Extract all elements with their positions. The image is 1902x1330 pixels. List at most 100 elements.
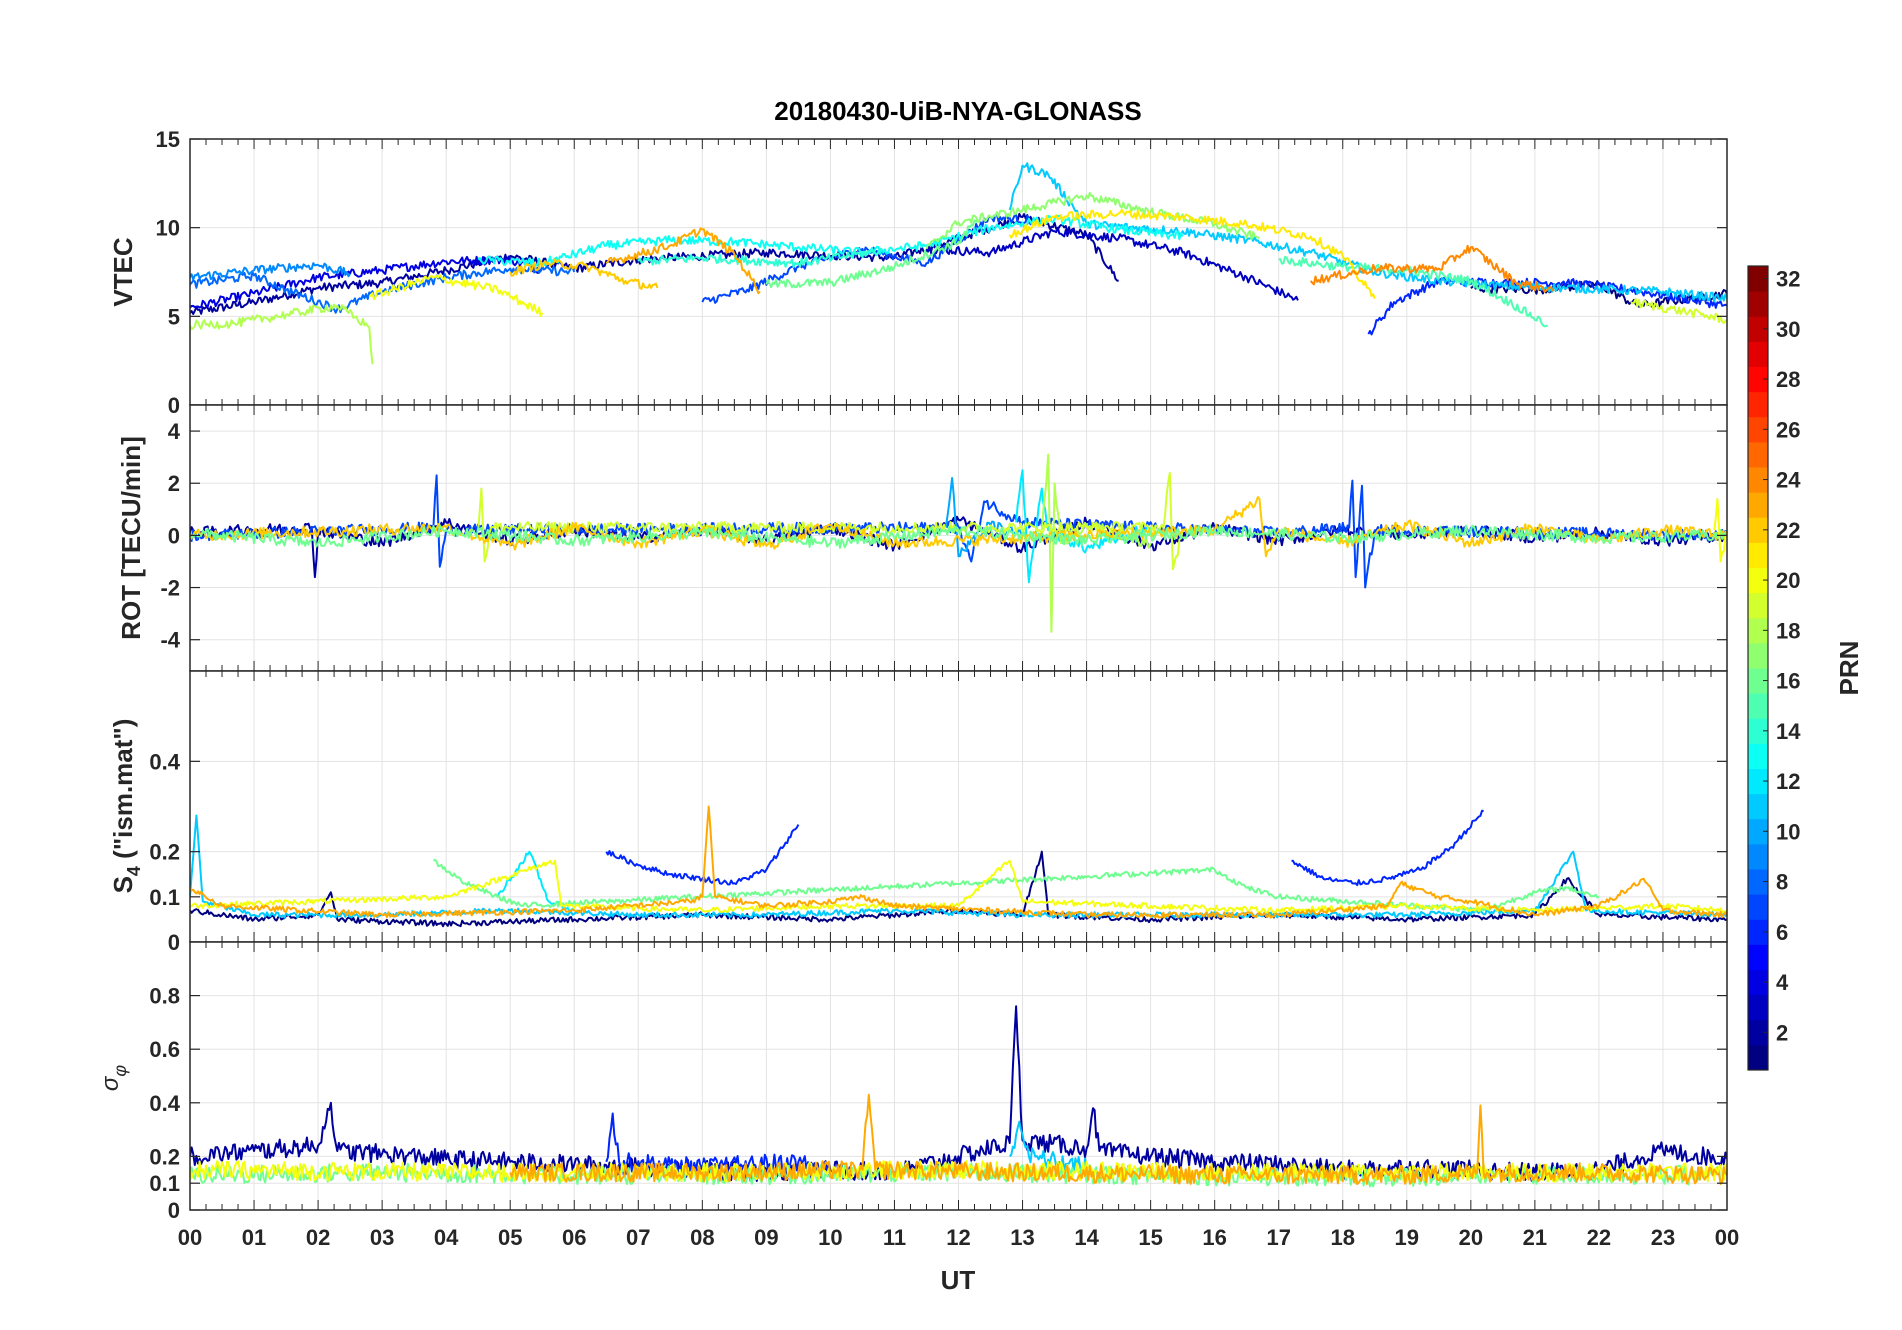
colorbar-cell bbox=[1748, 517, 1768, 543]
panel-sigma: 00.10.2 0.4 0.6 0.8 σφ bbox=[97, 941, 1728, 1223]
series-line-prn-14 bbox=[637, 247, 883, 268]
colorbar-tick-label: 4 bbox=[1776, 970, 1789, 995]
colorbar-cell bbox=[1748, 291, 1768, 317]
colorbar-tick-label: 28 bbox=[1776, 367, 1800, 392]
x-tick-label: 07 bbox=[626, 1225, 650, 1250]
colorbar-cell bbox=[1748, 316, 1768, 342]
x-tick-label: 16 bbox=[1202, 1225, 1226, 1250]
x-tick-label: 00 bbox=[178, 1225, 202, 1250]
colorbar-tick-label: 26 bbox=[1776, 417, 1800, 442]
colorbar-cell bbox=[1748, 567, 1768, 594]
y-tick-label: 0 bbox=[168, 1198, 180, 1223]
series-line-prn-20 bbox=[1713, 497, 1727, 563]
colorbar-cell bbox=[1748, 969, 1768, 996]
colorbar-cell bbox=[1748, 793, 1768, 820]
series-line-prn-19 bbox=[1630, 297, 1727, 324]
series-line-prn-22 bbox=[509, 258, 659, 290]
chart-title: 20180430-UiB-NYA-GLONASS bbox=[774, 96, 1142, 126]
colorbar-tick-label: 2 bbox=[1776, 1020, 1788, 1045]
x-tick-label: 01 bbox=[242, 1225, 266, 1250]
colorbar-cell bbox=[1748, 944, 1768, 970]
y-tick-label: 10 bbox=[156, 216, 180, 241]
panel-s4-ylabel-sub: 4 bbox=[124, 866, 144, 876]
panel-sigma-series bbox=[190, 1005, 1727, 1188]
y-tick-label: 0.2 bbox=[149, 840, 180, 865]
x-tick-label: 00 bbox=[1715, 1225, 1739, 1250]
colorbar-cell bbox=[1748, 467, 1768, 493]
colorbar-tick-label: 8 bbox=[1776, 870, 1788, 895]
colorbar-tick-label: 18 bbox=[1776, 618, 1800, 643]
x-tick-label: 21 bbox=[1523, 1225, 1547, 1250]
colorbar-cell bbox=[1748, 818, 1768, 845]
x-tick-label: 09 bbox=[754, 1225, 778, 1250]
x-tick-label: 08 bbox=[690, 1225, 714, 1250]
x-axis-ticks: 00 01 02 03 04 05 06 07 08 09 10 11 12 13 14 15 16 17 18 19… bbox=[178, 1225, 1739, 1250]
series-line-prn-23 bbox=[509, 1093, 1727, 1186]
y-tick-label: 0 bbox=[168, 393, 180, 418]
x-tick-label: 04 bbox=[434, 1225, 459, 1250]
x-tick-label: 23 bbox=[1651, 1225, 1675, 1250]
x-tick-label: 06 bbox=[562, 1225, 586, 1250]
series-line-prn-16 bbox=[765, 218, 979, 289]
colorbar-label: PRN bbox=[1834, 641, 1864, 696]
colorbar-tick-label: 30 bbox=[1776, 317, 1800, 342]
colorbar-cells bbox=[1748, 266, 1768, 1071]
y-tick-label: 15 bbox=[156, 127, 180, 152]
colorbar-cell bbox=[1748, 592, 1768, 619]
colorbar-tick-label: 22 bbox=[1776, 518, 1800, 543]
x-tick-label: 19 bbox=[1395, 1225, 1419, 1250]
x-tick-label: 20 bbox=[1459, 1225, 1483, 1250]
colorbar-cell bbox=[1748, 668, 1768, 694]
panel-s4-ylabel-rest: ("ism.mat") bbox=[108, 719, 138, 866]
series-line-prn-20 bbox=[190, 859, 1727, 914]
colorbar-cell bbox=[1748, 416, 1768, 443]
colorbar-tick-label: 32 bbox=[1776, 267, 1800, 292]
x-tick-label: 03 bbox=[370, 1225, 394, 1250]
colorbar-cell bbox=[1748, 693, 1768, 719]
colorbar-cell bbox=[1748, 542, 1768, 568]
x-tick-label: 22 bbox=[1587, 1225, 1611, 1250]
y-tick-label: 0.2 bbox=[149, 1144, 180, 1169]
series-line-prn-23 bbox=[605, 227, 761, 295]
y-tick-label: 0.6 bbox=[149, 1037, 180, 1062]
panel-s4-ylabel-main: S bbox=[108, 876, 138, 893]
colorbar-cell bbox=[1748, 366, 1768, 393]
y-tick-label: 0 bbox=[168, 930, 180, 955]
series-line-prn-23 bbox=[190, 805, 1727, 919]
colorbar-cell bbox=[1748, 1044, 1768, 1071]
colorbar-cell bbox=[1748, 266, 1768, 292]
panel-s4-ylabel: S4 ("ism.mat") bbox=[108, 719, 144, 894]
panel-rot-ylabel: ROT [TECU/min] bbox=[116, 436, 146, 640]
series-line-prn-6 bbox=[1291, 809, 1484, 887]
x-tick-label: 10 bbox=[818, 1225, 842, 1250]
panel-sigma-ylabel-sub: φ bbox=[110, 1065, 130, 1077]
colorbar-cell bbox=[1748, 718, 1768, 744]
series-line-prn-21 bbox=[1008, 208, 1376, 299]
y-tick-label: 0.4 bbox=[149, 1091, 180, 1116]
panel-s4: 0 0.1 0.2 0.4 S4 ("ism.mat") bbox=[108, 670, 1728, 955]
colorbar-tick-label: 16 bbox=[1776, 669, 1800, 694]
panel-rot-yticks: -4 -2 0 2 4 bbox=[160, 405, 1728, 671]
y-tick-label: 0.1 bbox=[149, 885, 180, 910]
series-line-prn-13 bbox=[477, 214, 1184, 267]
panel-rot-grid bbox=[189, 405, 1728, 671]
series-line-prn-22 bbox=[190, 496, 1727, 558]
x-tick-label: 12 bbox=[946, 1225, 970, 1250]
colorbar-cell bbox=[1748, 341, 1768, 367]
x-tick-label: 02 bbox=[306, 1225, 330, 1250]
colorbar-tick-label: 14 bbox=[1776, 719, 1801, 744]
y-tick-label: 0 bbox=[168, 523, 180, 548]
x-tick-label: 13 bbox=[1010, 1225, 1034, 1250]
y-tick-label: 4 bbox=[168, 419, 181, 444]
x-tick-label: 05 bbox=[498, 1225, 522, 1250]
colorbar-cell bbox=[1748, 768, 1768, 795]
colorbar-cell bbox=[1748, 869, 1768, 895]
colorbar-tick-label: 10 bbox=[1776, 819, 1800, 844]
series-line-prn-16 bbox=[190, 524, 1727, 549]
y-tick-label: -2 bbox=[160, 576, 180, 601]
panel-vtec: 0 5 10 15 VTEC bbox=[108, 127, 1728, 418]
series-line-prn-20 bbox=[368, 274, 544, 317]
colorbar-tick-label: 12 bbox=[1776, 769, 1800, 794]
colorbar-cell bbox=[1748, 492, 1768, 518]
